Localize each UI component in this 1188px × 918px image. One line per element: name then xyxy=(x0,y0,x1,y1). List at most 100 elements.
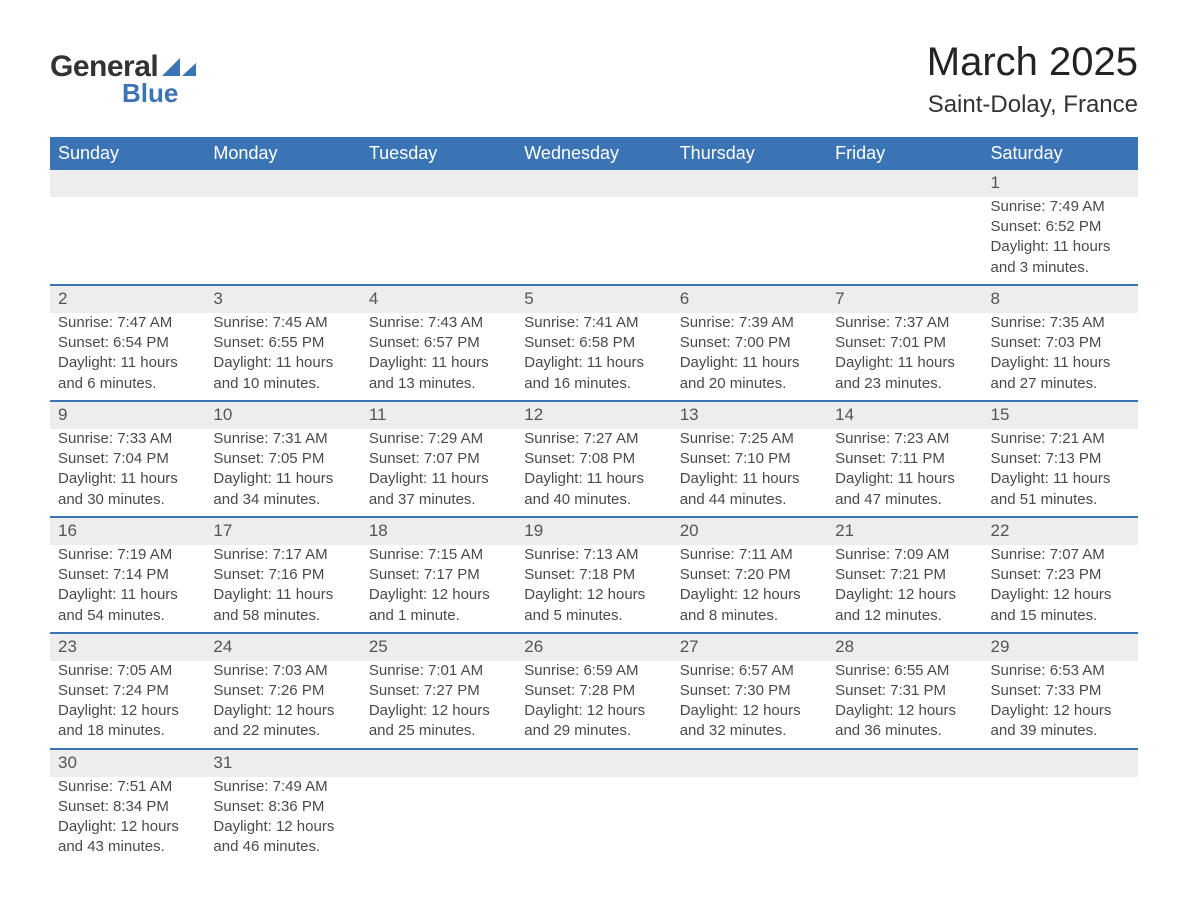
sunrise-text: Sunrise: 6:55 AM xyxy=(835,661,974,681)
logo-icon xyxy=(162,54,196,81)
day-info-cell: Sunrise: 6:57 AMSunset: 7:30 PMDaylight:… xyxy=(672,661,827,749)
day-number-cell xyxy=(672,170,827,197)
day-number: 13 xyxy=(680,405,699,424)
day-number: 16 xyxy=(58,521,77,540)
sunrise-text: Sunrise: 7:41 AM xyxy=(524,313,663,333)
day-number-cell: 18 xyxy=(361,517,516,545)
day-info-cell xyxy=(205,197,360,285)
day-info-cell: Sunrise: 6:53 AMSunset: 7:33 PMDaylight:… xyxy=(983,661,1138,749)
day-number: 19 xyxy=(524,521,543,540)
day-info-cell xyxy=(827,197,982,285)
day-info-cell: Sunrise: 7:19 AMSunset: 7:14 PMDaylight:… xyxy=(50,545,205,633)
day-number: 23 xyxy=(58,637,77,656)
day-number: 8 xyxy=(991,289,1000,308)
daylight-text: Daylight: 12 hours xyxy=(835,585,974,605)
day-number: 11 xyxy=(369,405,387,424)
daylight-text: Daylight: 12 hours xyxy=(991,585,1130,605)
daylight-text: and 40 minutes. xyxy=(524,490,663,510)
daylight-text: and 47 minutes. xyxy=(835,490,974,510)
day-number-cell: 29 xyxy=(983,633,1138,661)
day-number-cell xyxy=(827,749,982,777)
day-number-cell: 3 xyxy=(205,285,360,313)
day-number: 10 xyxy=(213,405,232,424)
sunset-text: Sunset: 6:52 PM xyxy=(991,217,1130,237)
day-number-cell: 17 xyxy=(205,517,360,545)
sunset-text: Sunset: 7:14 PM xyxy=(58,565,197,585)
calendar-head: SundayMondayTuesdayWednesdayThursdayFrid… xyxy=(50,137,1138,170)
daylight-text: and 20 minutes. xyxy=(680,374,819,394)
sunset-text: Sunset: 7:26 PM xyxy=(213,681,352,701)
week-3-info: Sunrise: 7:19 AMSunset: 7:14 PM Daylight:… xyxy=(50,545,1138,633)
day-number: 4 xyxy=(369,289,378,308)
day-number-cell: 8 xyxy=(983,285,1138,313)
day-number-cell: 13 xyxy=(672,401,827,429)
day-info-cell: Sunrise: 7:45 AMSunset: 6:55 PMDaylight:… xyxy=(205,313,360,401)
day-number-cell: 27 xyxy=(672,633,827,661)
day-info-cell: Sunrise: 7:37 AMSunset: 7:01 PMDaylight:… xyxy=(827,313,982,401)
week-5-numbers: 3031 xyxy=(50,749,1138,777)
daylight-text: Daylight: 11 hours xyxy=(213,469,352,489)
daylight-text: and 8 minutes. xyxy=(680,606,819,626)
day-info-cell: Sunrise: 7:43 AMSunset: 6:57 PMDaylight:… xyxy=(361,313,516,401)
day-number-cell: 25 xyxy=(361,633,516,661)
daylight-text: Daylight: 12 hours xyxy=(835,701,974,721)
day-info-cell: Sunrise: 7:21 AMSunset: 7:13 PMDaylight:… xyxy=(983,429,1138,517)
sunset-text: Sunset: 7:31 PM xyxy=(835,681,974,701)
day-number: 14 xyxy=(835,405,854,424)
sunset-text: Sunset: 7:13 PM xyxy=(991,449,1130,469)
day-info-cell xyxy=(983,777,1138,864)
day-number-cell: 23 xyxy=(50,633,205,661)
sunrise-text: Sunrise: 7:45 AM xyxy=(213,313,352,333)
sunset-text: Sunset: 6:58 PM xyxy=(524,333,663,353)
sunset-text: Sunset: 8:34 PM xyxy=(58,797,197,817)
day-number-cell: 10 xyxy=(205,401,360,429)
week-2-numbers: 9101112131415 xyxy=(50,401,1138,429)
day-info-cell xyxy=(361,777,516,864)
day-number-cell: 9 xyxy=(50,401,205,429)
daylight-text: Daylight: 11 hours xyxy=(213,353,352,373)
daylight-text: and 30 minutes. xyxy=(58,490,197,510)
month-title: March 2025 xyxy=(927,40,1138,85)
day-number: 15 xyxy=(991,405,1010,424)
daylight-text: and 10 minutes. xyxy=(213,374,352,394)
day-info-cell: Sunrise: 7:23 AMSunset: 7:11 PMDaylight:… xyxy=(827,429,982,517)
daylight-text: Daylight: 11 hours xyxy=(991,469,1130,489)
week-3-numbers: 16171819202122 xyxy=(50,517,1138,545)
day-info-cell xyxy=(516,777,671,864)
daylight-text: and 39 minutes. xyxy=(991,721,1130,741)
daylight-text: Daylight: 12 hours xyxy=(58,817,197,837)
daylight-text: and 15 minutes. xyxy=(991,606,1130,626)
day-info-cell: Sunrise: 7:47 AMSunset: 6:54 PMDaylight:… xyxy=(50,313,205,401)
day-number-cell: 4 xyxy=(361,285,516,313)
day-info-cell xyxy=(516,197,671,285)
sunrise-text: Sunrise: 7:09 AM xyxy=(835,545,974,565)
daylight-text: and 37 minutes. xyxy=(369,490,508,510)
day-number: 20 xyxy=(680,521,699,540)
sunset-text: Sunset: 7:21 PM xyxy=(835,565,974,585)
day-number: 26 xyxy=(524,637,543,656)
daylight-text: Daylight: 11 hours xyxy=(680,469,819,489)
day-info-cell: Sunrise: 7:03 AMSunset: 7:26 PMDaylight:… xyxy=(205,661,360,749)
week-4-info: Sunrise: 7:05 AMSunset: 7:24 PMDaylight:… xyxy=(50,661,1138,749)
day-number-cell: 15 xyxy=(983,401,1138,429)
sunrise-text: Sunrise: 7:03 AM xyxy=(213,661,352,681)
page-header: General Blue March 2025 Saint-Dolay, Fra… xyxy=(50,40,1138,119)
sunrise-text: Sunrise: 7:25 AM xyxy=(680,429,819,449)
sunset-text: Sunset: 6:57 PM xyxy=(369,333,508,353)
sunrise-text: Sunrise: 7:43 AM xyxy=(369,313,508,333)
dayname-wednesday: Wednesday xyxy=(516,137,671,170)
day-info-cell xyxy=(50,197,205,285)
daylight-text: Daylight: 12 hours xyxy=(991,701,1130,721)
daylight-text: and 3 minutes. xyxy=(991,258,1130,278)
daylight-text: Daylight: 11 hours xyxy=(213,585,352,605)
day-info-cell: Sunrise: 7:29 AMSunset: 7:07 PMDaylight:… xyxy=(361,429,516,517)
dayname-friday: Friday xyxy=(827,137,982,170)
sunrise-text: Sunrise: 7:19 AM xyxy=(58,545,197,565)
daylight-text: Daylight: 11 hours xyxy=(369,353,508,373)
day-info-cell: Sunrise: 7:27 AMSunset: 7:08 PMDaylight:… xyxy=(516,429,671,517)
day-number-cell: 21 xyxy=(827,517,982,545)
day-number-cell xyxy=(516,170,671,197)
sunrise-text: Sunrise: 7:49 AM xyxy=(991,197,1130,217)
sunset-text: Sunset: 7:24 PM xyxy=(58,681,197,701)
daylight-text: and 32 minutes. xyxy=(680,721,819,741)
